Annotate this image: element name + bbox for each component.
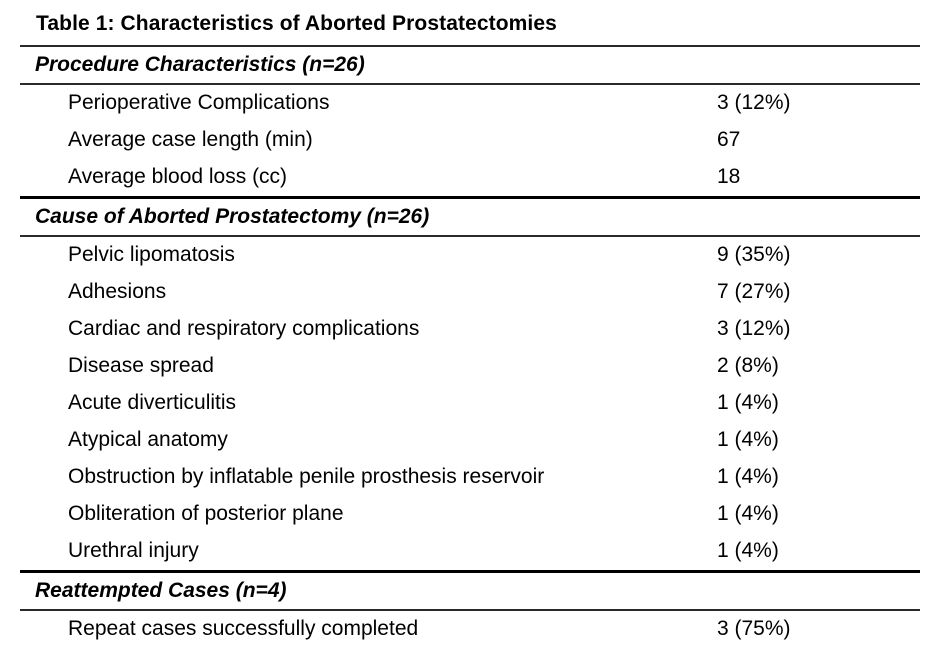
row-value: 1 (4%): [717, 465, 779, 488]
section-header-row: Cause of Aborted Prostatectomy (n=26): [20, 196, 920, 237]
section-header-label: Procedure Characteristics (n=26): [35, 53, 365, 76]
table-title: Table 1: Characteristics of Aborted Pros…: [36, 12, 557, 35]
row-value: 1 (4%): [717, 539, 779, 562]
row-label: Disease spread: [68, 354, 214, 377]
row-label: Repeat cases successfully completed: [68, 617, 419, 640]
row-value: 3 (12%): [717, 317, 791, 340]
row-label: Obliteration of posterior plane: [68, 502, 344, 525]
table-section: Reattempted Cases (n=4) Repeat cases suc…: [20, 570, 920, 648]
row-value: 67: [717, 128, 741, 151]
table-row: Obstruction by inflatable penile prosthe…: [20, 459, 920, 496]
row-value: 7 (27%): [717, 280, 791, 303]
table-section: Procedure Characteristics (n=26) Periope…: [20, 45, 920, 196]
row-label: Pelvic lipomatosis: [68, 243, 235, 266]
table-row: Disease spread 2 (8%): [20, 348, 920, 385]
row-label: Adhesions: [68, 280, 167, 303]
row-label: Acute diverticulitis: [68, 391, 237, 414]
table-row: Cardiac and respiratory complications 3 …: [20, 311, 920, 348]
row-value: 1 (4%): [717, 502, 779, 525]
table-row: Urethral injury 1 (4%): [20, 533, 920, 570]
table-row: Average blood loss (cc) 18: [20, 159, 920, 196]
row-value: 3 (75%): [717, 617, 791, 640]
table-row: Obliteration of posterior plane 1 (4%): [20, 496, 920, 533]
row-label: Urethral injury: [68, 539, 199, 562]
table-row: Repeat cases successfully completed 3 (7…: [20, 611, 920, 648]
section-rows: Perioperative Complications 3 (12%) Aver…: [20, 85, 920, 196]
section-rows: Repeat cases successfully completed 3 (7…: [20, 611, 920, 648]
section-header-row: Procedure Characteristics (n=26): [20, 45, 920, 85]
row-label: Average case length (min): [68, 128, 313, 151]
table-section: Cause of Aborted Prostatectomy (n=26) Pe…: [20, 196, 920, 570]
table-row: Average case length (min) 67: [20, 122, 920, 159]
table-row: Perioperative Complications 3 (12%): [20, 85, 920, 122]
row-label: Atypical anatomy: [68, 428, 228, 451]
row-value: 2 (8%): [717, 354, 779, 377]
section-header-row: Reattempted Cases (n=4): [20, 570, 920, 611]
section-header-label: Reattempted Cases (n=4): [35, 579, 287, 602]
row-label: Average blood loss (cc): [68, 165, 288, 188]
row-label: Obstruction by inflatable penile prosthe…: [68, 465, 545, 488]
table-row: Acute diverticulitis 1 (4%): [20, 385, 920, 422]
row-label: Perioperative Complications: [68, 91, 330, 114]
row-value: 1 (4%): [717, 391, 779, 414]
section-header-label: Cause of Aborted Prostatectomy (n=26): [35, 205, 430, 228]
table-row: Atypical anatomy 1 (4%): [20, 422, 920, 459]
table-row: Adhesions 7 (27%): [20, 274, 920, 311]
row-value: 18: [717, 165, 741, 188]
characteristics-table: Procedure Characteristics (n=26) Periope…: [20, 45, 920, 648]
section-rows: Pelvic lipomatosis 9 (35%) Adhesions 7 (…: [20, 237, 920, 570]
table-row: Pelvic lipomatosis 9 (35%): [20, 237, 920, 274]
row-label: Cardiac and respiratory complications: [68, 317, 420, 340]
row-value: 3 (12%): [717, 91, 791, 114]
row-value: 9 (35%): [717, 243, 791, 266]
row-value: 1 (4%): [717, 428, 779, 451]
